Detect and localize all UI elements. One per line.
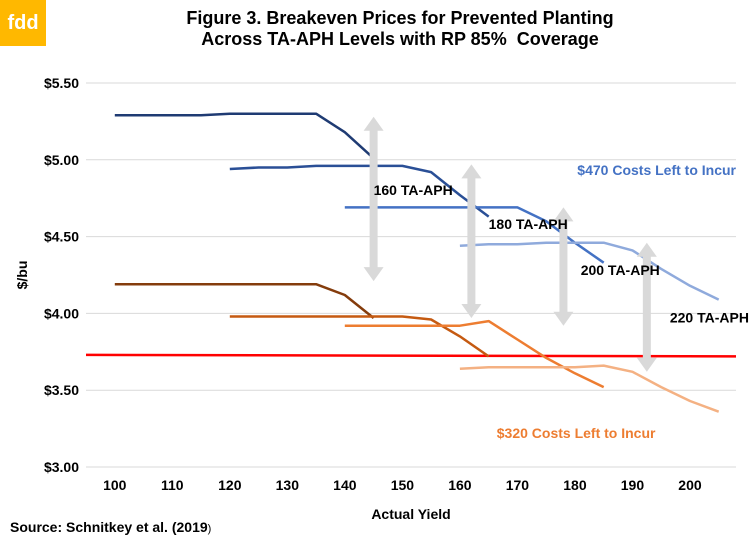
x-tick-label-7: 170 <box>506 477 530 493</box>
x-tick-label-2: 120 <box>218 477 242 493</box>
series-line-470-180 <box>229 164 490 218</box>
double-arrow-0 <box>363 116 384 282</box>
double-arrow-1 <box>461 164 482 319</box>
x-axis-label: Actual Yield <box>371 506 450 522</box>
series-line-470-160 <box>114 112 375 160</box>
annotation-5: $320 Costs Left to Incur <box>497 425 656 441</box>
annotation-2: 200 TA-APH <box>581 262 660 278</box>
series-line-320-220 <box>459 364 720 413</box>
logo-text: fdd <box>7 11 39 34</box>
x-tick-label-10: 200 <box>678 477 702 493</box>
x-tick-label-6: 160 <box>448 477 472 493</box>
y-tick-label-0: $3.00 <box>44 459 79 475</box>
series-line-470-220 <box>459 241 720 301</box>
source-close-paren: ) <box>207 523 212 535</box>
y-axis-label: $/bu <box>14 261 30 290</box>
fdd-logo: fdd <box>0 0 46 46</box>
x-tick-label-4: 140 <box>333 477 357 493</box>
breakeven-reference-line <box>85 353 737 358</box>
y-tick-label-3: $4.50 <box>44 229 79 245</box>
chart-title: Figure 3. Breakeven Prices for Prevented… <box>60 8 740 50</box>
source-note: Source: Schnitkey et al. (2019) <box>10 519 211 535</box>
annotation-1: 180 TA-APH <box>489 216 568 232</box>
annotation-0: 160 TA-APH <box>374 182 453 198</box>
annotation-3: 220 TA-APH <box>670 310 749 326</box>
chart-title-line-2: Across TA-APH Levels with RP 85% Coverag… <box>201 29 599 49</box>
x-tick-label-5: 150 <box>391 477 415 493</box>
series-line-320-160 <box>114 282 375 319</box>
x-tick-label-8: 180 <box>563 477 587 493</box>
chart-title-line-1: Figure 3. Breakeven Prices for Prevented… <box>186 8 614 28</box>
annotation-4: $470 Costs Left to Incur <box>577 162 736 178</box>
x-tick-label-9: 190 <box>621 477 645 493</box>
series-line-320-200 <box>344 319 605 389</box>
y-tick-label-1: $3.50 <box>44 382 79 398</box>
double-arrow-2 <box>553 207 574 326</box>
x-tick-label-0: 100 <box>103 477 127 493</box>
source-text: Source: Schnitkey et al. (2019 <box>10 519 208 535</box>
x-tick-label-3: 130 <box>276 477 300 493</box>
double-arrow-3 <box>636 242 657 372</box>
y-tick-label-5: $5.50 <box>44 75 79 91</box>
x-tick-label-1: 110 <box>161 477 184 493</box>
y-tick-label-2: $4.00 <box>44 305 79 321</box>
series-line-320-180 <box>229 315 490 358</box>
y-tick-label-4: $5.00 <box>44 152 79 168</box>
